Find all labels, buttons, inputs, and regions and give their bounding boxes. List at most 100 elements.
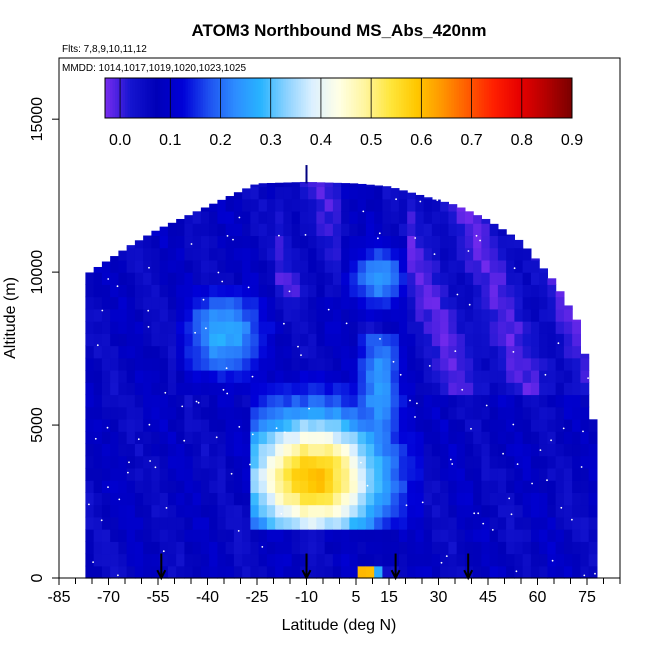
heat-cell <box>316 406 326 420</box>
heat-cell <box>151 272 161 285</box>
heat-cell <box>217 247 227 261</box>
heat-cell <box>159 529 169 542</box>
heat-cell <box>209 541 218 555</box>
heat-cell <box>217 394 227 408</box>
heat-cell <box>242 553 251 567</box>
heat-cell <box>390 443 400 457</box>
heat-cell <box>126 345 136 359</box>
heat-cell <box>85 516 95 530</box>
heat-cell <box>456 247 466 261</box>
heat-cell <box>85 553 95 567</box>
heat-cell <box>382 296 392 310</box>
colorbar: 0.0 0.1 0.2 0.3 0.4 0.5 0.6 0.7 0.8 0.9 <box>104 77 583 149</box>
heat-cell <box>572 467 581 481</box>
heat-cell <box>440 467 449 481</box>
measurement-dot <box>512 423 515 426</box>
heat-cell <box>283 284 293 298</box>
heat-cell <box>398 198 408 212</box>
heat-cell <box>159 259 169 273</box>
measurement-dot <box>194 331 197 334</box>
heat-cell <box>497 333 507 347</box>
colorbar-segment <box>371 78 375 118</box>
heat-cell <box>258 284 268 298</box>
heat-cell <box>357 308 367 322</box>
heat-cell <box>332 541 342 555</box>
heat-cell <box>126 245 136 249</box>
heat-cell <box>349 394 359 408</box>
heat-cell <box>341 406 350 420</box>
heat-cell <box>382 198 392 212</box>
heat-cell <box>522 272 532 285</box>
heat-cell <box>431 272 441 285</box>
heat-cell <box>101 345 111 359</box>
heat-cell <box>332 455 342 469</box>
heat-cell <box>440 529 449 542</box>
heat-cell <box>407 198 416 212</box>
heat-cell <box>514 296 524 310</box>
heat-cell <box>431 247 441 261</box>
colorbar-segment <box>351 78 355 118</box>
heat-cell <box>126 431 136 445</box>
measurement-dot <box>456 293 459 296</box>
colorbar-segment <box>245 78 249 118</box>
heat-cell <box>440 492 449 506</box>
heat-cell <box>440 541 449 555</box>
heat-cell <box>209 565 218 579</box>
measurement-dot <box>247 286 250 289</box>
heat-cell <box>250 480 260 493</box>
heat-cell <box>514 239 524 249</box>
heat-cell <box>176 431 185 445</box>
heat-cell <box>374 492 383 506</box>
measurement-dot <box>118 498 121 501</box>
colorbar-segment <box>489 78 493 118</box>
heat-cell <box>200 455 210 469</box>
heat-cell <box>101 529 111 542</box>
heat-cell <box>555 382 565 396</box>
heat-cell <box>324 443 334 457</box>
heat-cell <box>464 443 474 457</box>
heat-cell <box>159 333 169 347</box>
heat-cell <box>332 259 342 273</box>
heat-cell <box>250 210 260 224</box>
colorbar-segment <box>426 78 430 118</box>
measurement-dot <box>557 342 560 345</box>
heat-cell <box>118 492 128 506</box>
heat-cell <box>275 235 284 249</box>
heat-cell <box>200 516 210 530</box>
heat-cell <box>481 321 491 334</box>
heat-cell <box>382 333 392 347</box>
heat-cell <box>266 357 276 371</box>
heat-cell <box>225 418 235 432</box>
heat-cell <box>563 406 573 420</box>
colorbar-segment <box>373 78 377 118</box>
heat-cell <box>365 553 375 567</box>
measurement-dot <box>428 365 431 367</box>
heat-cell <box>440 333 449 347</box>
heat-cell <box>390 529 400 542</box>
heat-cell <box>382 443 392 457</box>
measurement-dot <box>222 388 225 391</box>
heat-cell <box>374 370 383 383</box>
heat-cell <box>497 504 507 518</box>
heat-cell <box>415 235 425 249</box>
heat-cell <box>176 223 185 237</box>
heat-cell <box>217 284 227 298</box>
heat-cell <box>398 333 408 347</box>
heat-cell <box>398 247 408 261</box>
heat-cell <box>365 284 375 298</box>
heat-cell <box>275 259 284 273</box>
measurement-dot <box>278 234 280 237</box>
heat-cell <box>167 480 177 493</box>
heat-cell <box>464 272 474 285</box>
heat-cell <box>110 541 119 555</box>
heat-cell <box>159 321 169 334</box>
colorbar-tick-label: 0.5 <box>360 132 382 149</box>
heat-cell <box>258 565 268 579</box>
heat-cell <box>464 235 474 249</box>
heat-cell <box>200 370 210 383</box>
heat-cell <box>110 259 119 273</box>
heat-cell <box>308 198 317 212</box>
heat-cell <box>530 431 540 445</box>
measurement-dot <box>399 373 402 376</box>
heat-cell <box>143 235 152 249</box>
